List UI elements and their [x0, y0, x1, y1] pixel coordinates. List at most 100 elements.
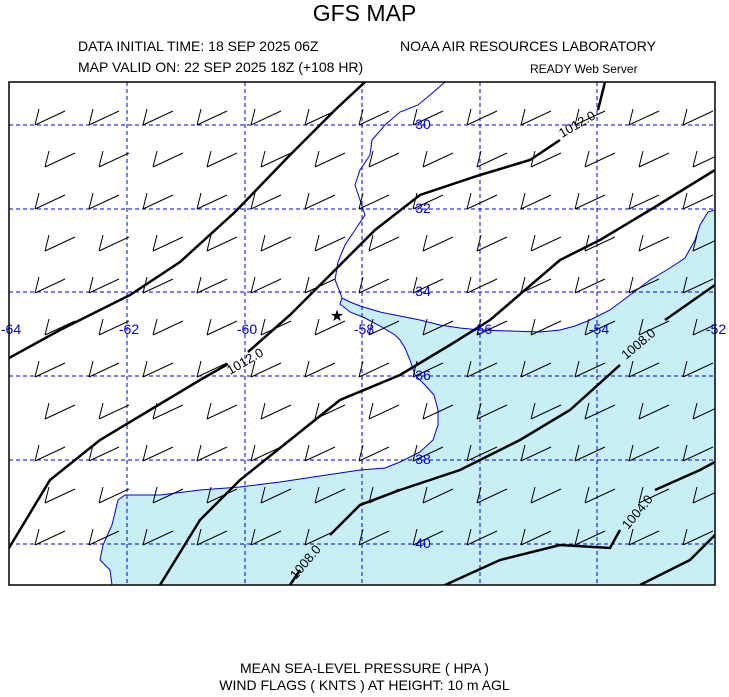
lat-label: 40	[415, 535, 431, 551]
lon-label: -56	[472, 321, 492, 337]
wind-barb	[520, 192, 552, 210]
wind-barb	[530, 234, 562, 252]
wind-barb	[88, 108, 120, 126]
wind-barb	[638, 486, 670, 504]
wind-barb	[88, 444, 120, 462]
wind-barb	[682, 528, 714, 546]
lon-label: -64	[1, 321, 21, 337]
wind-barb	[152, 486, 184, 504]
wind-barb	[304, 192, 336, 210]
wind-barb	[692, 318, 715, 336]
wind-barb	[412, 444, 444, 462]
wind-barb	[206, 318, 238, 336]
wind-barb	[530, 318, 562, 336]
coastline	[334, 82, 715, 333]
map-valid-time: MAP VALID ON: 22 SEP 2025 18Z (+108 HR)	[78, 59, 364, 75]
wind-barb	[628, 276, 660, 294]
wind-barb	[260, 402, 292, 420]
lon-label: -52	[706, 321, 726, 337]
wind-barb	[98, 234, 130, 252]
isobars	[9, 82, 715, 585]
wind-barb	[422, 234, 454, 252]
coastline-south	[99, 297, 439, 585]
wind-barb	[574, 108, 606, 126]
isobar-line	[9, 82, 366, 360]
map-title: GFS MAP	[312, 0, 417, 26]
wind-barb	[520, 444, 552, 462]
wind-barb	[250, 276, 282, 294]
wind-barb	[314, 150, 346, 168]
wind-barb	[250, 528, 282, 546]
wind-barb	[638, 150, 670, 168]
wind-barb	[466, 192, 498, 210]
wind-barb	[98, 318, 130, 336]
wind-barb	[574, 528, 606, 546]
wind-barb	[692, 150, 715, 168]
wind-barb	[358, 444, 390, 462]
wind-barb	[34, 360, 66, 378]
wind-barb	[304, 108, 336, 126]
wind-barb	[584, 150, 616, 168]
wind-barb	[304, 360, 336, 378]
wind-barb	[476, 402, 508, 420]
wind-barb	[368, 234, 400, 252]
wind-barb	[368, 150, 400, 168]
wind-barb	[574, 444, 606, 462]
wind-barb	[692, 234, 715, 252]
wind-barb	[476, 486, 508, 504]
wind-barb	[358, 360, 390, 378]
wind-barb	[638, 402, 670, 420]
wind-barb	[574, 276, 606, 294]
wind-barb	[34, 444, 66, 462]
wind-barb	[412, 276, 444, 294]
wind-barb	[422, 150, 454, 168]
wind-barb	[520, 108, 552, 126]
wind-barb	[358, 276, 390, 294]
footer-pressure-label: MEAN SEA-LEVEL PRESSURE ( HPA )	[240, 660, 489, 676]
wind-barb	[368, 402, 400, 420]
isobar-line	[444, 460, 715, 585]
wind-barb	[368, 318, 400, 336]
lat-label: 34	[415, 283, 431, 299]
wind-barb	[628, 108, 660, 126]
wind-barb	[358, 192, 390, 210]
wind-barb	[250, 360, 282, 378]
wind-barb	[682, 108, 714, 126]
wind-barb	[34, 108, 66, 126]
wind-barb	[34, 276, 66, 294]
wind-barb	[142, 444, 174, 462]
data-initial-time: DATA INITIAL TIME: 18 SEP 2025 06Z	[78, 38, 319, 54]
sea-region	[100, 210, 715, 585]
wind-barb	[530, 150, 562, 168]
wind-barb	[88, 192, 120, 210]
wind-barb	[196, 360, 228, 378]
wind-barb	[682, 276, 714, 294]
wind-barb	[260, 150, 292, 168]
wind-barb	[152, 150, 184, 168]
wind-barb	[44, 150, 76, 168]
wind-barb	[358, 528, 390, 546]
wind-barb	[584, 402, 616, 420]
wind-barb	[98, 486, 130, 504]
wind-barb	[152, 318, 184, 336]
organization-name: NOAA AIR RESOURCES LABORATORY	[400, 38, 656, 54]
wind-barb	[628, 528, 660, 546]
wind-barb	[260, 486, 292, 504]
wind-barb	[358, 108, 390, 126]
wind-barb	[98, 402, 130, 420]
wind-barb	[692, 402, 715, 420]
wind-barb	[466, 444, 498, 462]
wind-barb	[682, 192, 714, 210]
wind-barb	[304, 444, 336, 462]
wind-barb	[412, 528, 444, 546]
wind-barb	[412, 360, 444, 378]
wind-barb	[422, 486, 454, 504]
wind-barb	[206, 150, 238, 168]
wind-barb	[520, 528, 552, 546]
lon-label: -60	[237, 321, 257, 337]
wind-barb	[34, 192, 66, 210]
wind-barb	[530, 402, 562, 420]
wind-barb	[196, 192, 228, 210]
wind-barb	[142, 360, 174, 378]
